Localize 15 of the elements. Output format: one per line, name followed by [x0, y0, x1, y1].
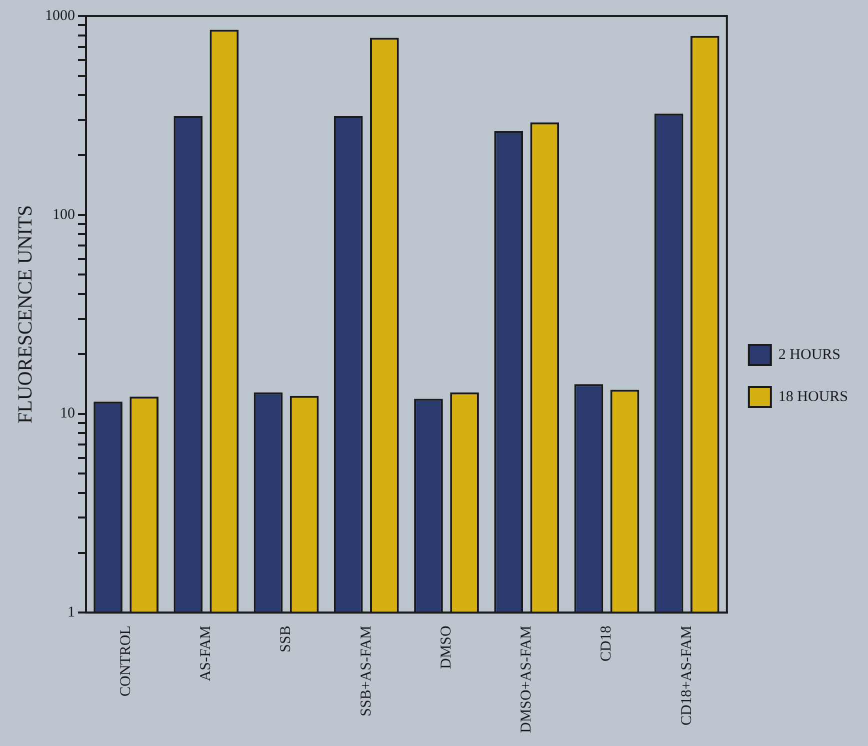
x-tick-label: CD18+AS-FAM: [678, 626, 695, 726]
y-axis-title: FLUORESCENCE UNITS: [14, 205, 36, 424]
x-tick-label: SSB+AS-FAM: [358, 626, 374, 716]
x-tick-label: CD18: [598, 626, 615, 662]
legend-label: 2 HOURS: [778, 346, 841, 363]
y-tick-label: 100: [52, 206, 75, 223]
x-tick-label: DMSO+AS-FAM: [518, 626, 535, 733]
x-tick-label: AS-FAM: [198, 626, 214, 682]
legend-label: 18 HOURS: [778, 388, 848, 405]
x-tick-label: CONTROL: [118, 626, 134, 696]
y-tick-label: 1: [68, 604, 75, 621]
x-tick-label: SSB: [278, 626, 294, 652]
x-tick-label: DMSO: [438, 625, 454, 669]
y-tick-label: 1000: [45, 8, 75, 24]
y-tick-label: 10: [60, 406, 75, 422]
